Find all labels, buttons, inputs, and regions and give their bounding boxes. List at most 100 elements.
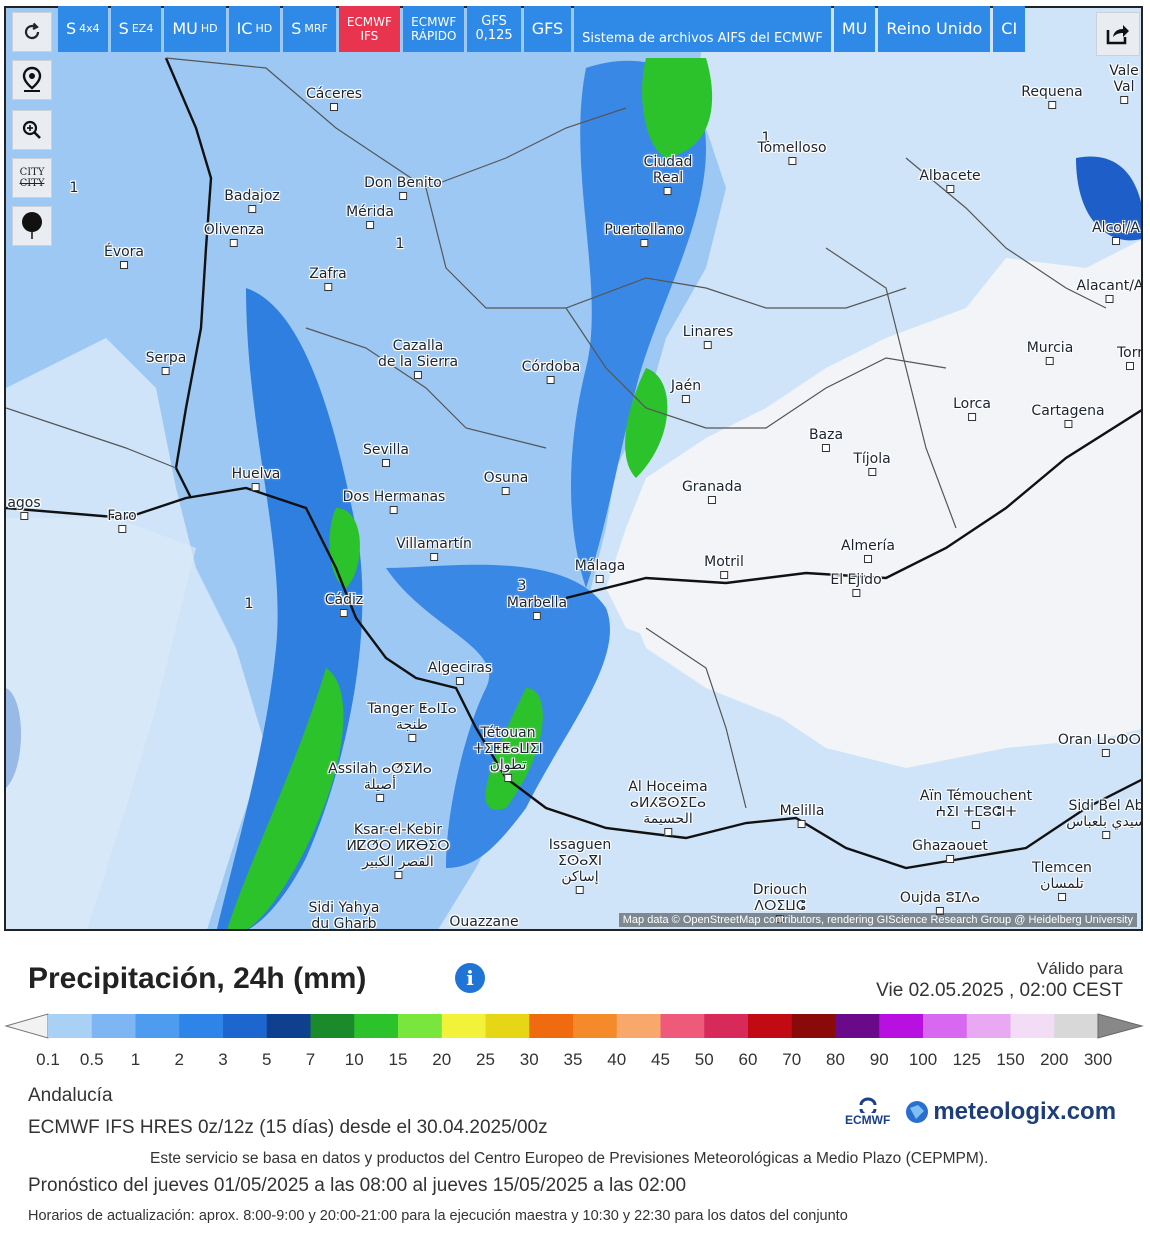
model-button-ecmwf-rapido[interactable]: ECMWF RÁPIDO — [402, 6, 465, 52]
city-name-line: تطوان — [489, 757, 527, 773]
legend-tick-label: 1 — [130, 1050, 141, 1069]
precip-strait — [386, 564, 610, 868]
city-name-line: Issaguen — [548, 837, 612, 853]
model-button-label: CI — [1001, 19, 1018, 38]
model-button-muhd[interactable]: MU HD — [164, 6, 226, 52]
city-marker — [547, 376, 555, 384]
city-marker — [393, 871, 402, 879]
contour-label: 3 — [517, 578, 527, 594]
refresh-icon — [24, 22, 40, 40]
city-name-line: Dos Hermanas — [342, 489, 446, 505]
city-name-line: Algeciras — [427, 660, 493, 676]
city-label: Algeciras — [428, 660, 492, 685]
city-name-line: Ksar-el-Kebir — [353, 822, 443, 838]
legend-color-swatch — [660, 1014, 705, 1038]
model-button-sez4[interactable]: S EZ4 — [110, 6, 162, 52]
city-marker — [381, 459, 390, 467]
city-marker — [1119, 96, 1128, 104]
city-name-line: Sevilla — [362, 442, 410, 458]
city-label: Osuna — [484, 470, 528, 495]
city-label: Torr — [1117, 345, 1141, 370]
city-name-line: ⵍⵇⵚⵔ ⵍⴽⴱⵉⵔ — [346, 838, 450, 854]
legend-color-swatch — [485, 1014, 530, 1038]
model-button-smrf[interactable]: S MRF — [283, 6, 336, 52]
city-label: Jaén — [671, 378, 701, 403]
city-marker — [1063, 420, 1072, 428]
legend-color-swatch — [310, 1014, 355, 1038]
city-name-line: Sidi Yahya — [308, 900, 380, 916]
city-label: Dos Hermanas — [342, 489, 446, 514]
city-name-line: Málaga — [574, 558, 626, 574]
sea-mediterranean — [626, 460, 1141, 748]
legend-tick-label: 70 — [782, 1050, 802, 1069]
city-marker — [575, 886, 584, 894]
ecmwf-logo-icon — [859, 1097, 877, 1113]
city-name-line: سيدي بلعباس — [1066, 814, 1143, 830]
city-label: Tétouan ⵜⵉⵟⵟⴰⵡⵉⵏ تطوان — [473, 725, 543, 782]
legend-tick-label: 200 — [1040, 1050, 1069, 1069]
share-icon — [1106, 25, 1129, 45]
info-icon[interactable]: i — [455, 963, 485, 993]
legend-color-swatch — [223, 1014, 268, 1038]
precipitation-map[interactable]: 1 1 1 1 3 Cáceres Don Benito Mérida Badajoz… — [4, 6, 1143, 931]
color-legend — [4, 1013, 1144, 1039]
marker-button[interactable] — [12, 206, 52, 246]
model-button-ichd[interactable]: IC HD — [228, 6, 281, 52]
city-label: Sidi Yahya du Gharb — [308, 900, 380, 929]
city-name-line: تلمسان — [1040, 876, 1084, 892]
city-label: Tomelloso — [757, 140, 827, 165]
valid-time: Válido para Vie 02.05.2025 , 02:00 CEST — [876, 958, 1123, 1002]
model-button-ci[interactable]: CI — [993, 6, 1026, 52]
legend-tick-label: 40 — [607, 1050, 627, 1069]
city-name-line: القصر الكبير — [362, 854, 434, 870]
city-marker — [596, 575, 604, 583]
model-button-gfs-0125[interactable]: GFS 0,125 — [467, 6, 521, 52]
model-button-gfs[interactable]: GFS — [523, 6, 572, 52]
city-name-line: Alcoi/A — [1092, 220, 1140, 236]
legend-color-swatch — [266, 1014, 311, 1038]
city-marker — [1101, 749, 1110, 757]
model-button-reino-unido[interactable]: Reino Unido — [878, 6, 991, 52]
model-button-s4x4[interactable]: S 4x4 — [58, 6, 108, 52]
city-name-line: Tlemcen — [1032, 860, 1092, 876]
city-marker — [118, 525, 126, 533]
city-name-line: ⴷⵔⵉⵡⵛ — [754, 898, 806, 914]
legend-tick-label: 300 — [1083, 1050, 1113, 1069]
city-name-line: Cádiz — [324, 592, 364, 608]
location-button[interactable] — [12, 60, 52, 100]
city-label: Requena — [1021, 84, 1083, 109]
city-label: Sidi Bel Ab سيدي بلعباس — [1066, 798, 1143, 839]
city-name-line: Alacant/A — [1076, 278, 1143, 294]
model-button-mu[interactable]: MU — [833, 6, 876, 52]
legend-tick-label: 20 — [432, 1050, 452, 1069]
zoom-button[interactable] — [12, 110, 52, 150]
share-button[interactable] — [1096, 12, 1140, 56]
model-button-aifs[interactable]: Sistema de archivos AIFS del ECMWF — [574, 6, 831, 52]
model-button-sub: 4x4 — [79, 22, 100, 35]
city-marker — [787, 157, 796, 165]
city-name-line: El Ejido — [830, 572, 882, 588]
map-attribution: Map data © OpenStreetMap contributors, r… — [618, 913, 1137, 927]
precip-green-cadiz — [227, 668, 344, 929]
model-button-label: GFS — [531, 19, 564, 38]
refresh-button[interactable] — [12, 12, 52, 52]
city-name-line: Albacete — [919, 168, 981, 184]
legend-color-swatch — [1054, 1014, 1099, 1038]
city-label: Don Benito — [364, 175, 442, 200]
city-marker — [533, 612, 541, 620]
city-name-line: ⵄⵉⵏ ⵜⵎⵓⵛⵏⵜ — [935, 804, 1017, 820]
city-label: Linares — [683, 324, 733, 349]
legend-tick-label: 50 — [694, 1050, 714, 1069]
city-name-line: Ciudad — [643, 154, 693, 170]
city-label: Olivenza — [204, 222, 264, 247]
city-toggle-button[interactable]: CITY CITY — [12, 158, 52, 198]
city-marker — [1057, 893, 1066, 901]
national-borders — [6, 57, 1141, 870]
legend-color-swatch — [616, 1014, 661, 1038]
model-button-label: S — [118, 19, 129, 38]
city-name-line: الحسيمة — [643, 811, 693, 827]
city-label: Ciudad Real — [643, 154, 693, 195]
city-marker — [704, 341, 712, 349]
city-name-line: agos — [7, 495, 41, 511]
model-button-ecmwf-ifs[interactable]: ECMWF IFS — [338, 6, 400, 52]
